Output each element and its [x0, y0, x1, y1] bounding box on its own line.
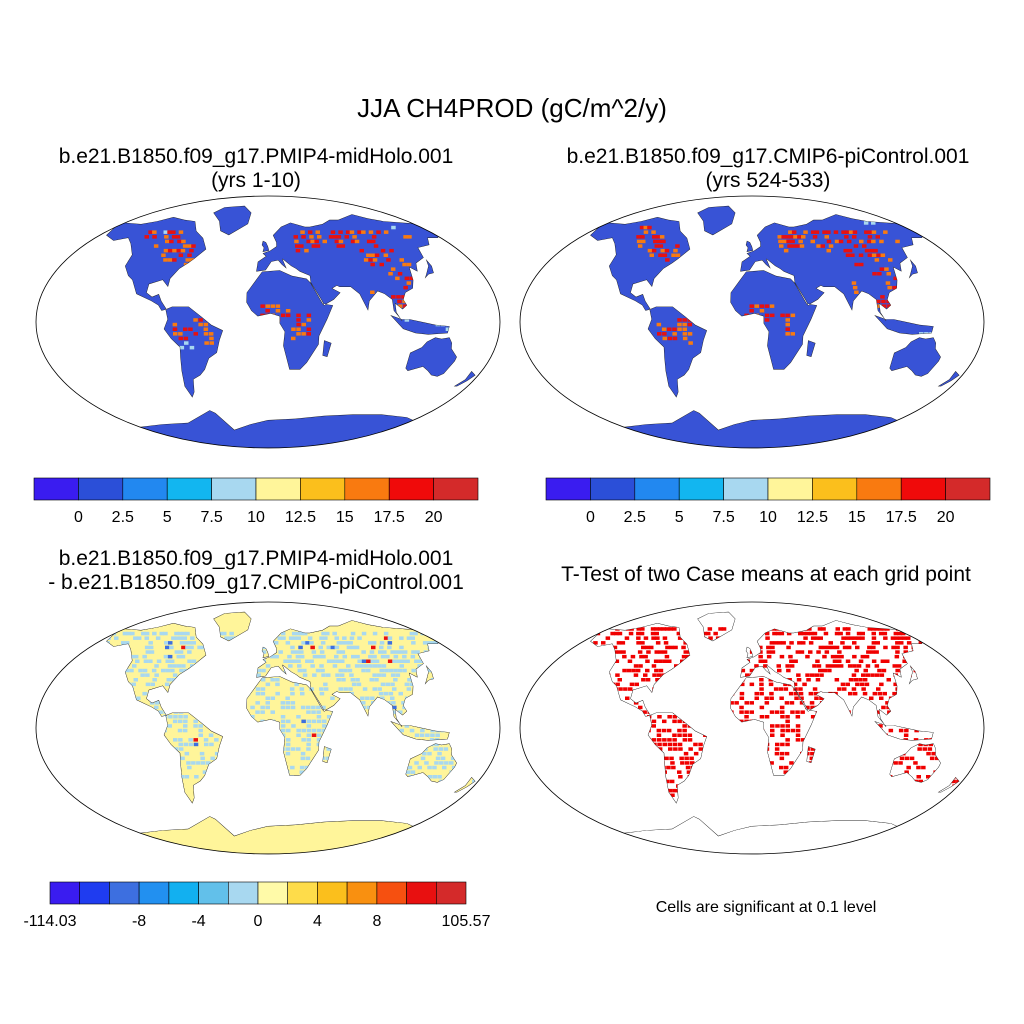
colorbar-swatch [435, 881, 467, 905]
colorbar-swatch [257, 881, 289, 905]
colorbar-swatch [590, 477, 636, 501]
colorbar-tick-label: 15 [336, 509, 354, 526]
colorbar-swatch [122, 477, 168, 501]
ocean [36, 602, 500, 854]
colorbar-tick-label: 0 [254, 913, 263, 930]
colorbar-tick-label: 7.5 [712, 509, 734, 526]
colorbar-tick-label: 0 [586, 509, 595, 526]
colorbar-swatch [79, 881, 110, 905]
panel-title-line1: b.e21.B1850.f09_g17.CMIP6-piControl.001 [566, 145, 970, 168]
colorbar-tick-label: -4 [191, 913, 205, 930]
colorbar-swatch [168, 881, 199, 905]
colorbar-tick-label: -114.03 [23, 913, 76, 930]
colorbar-tick-label: 105.57 [442, 913, 491, 930]
map-panel-midholo [35, 195, 501, 449]
colorbar-swatch [433, 477, 479, 501]
panel-title-line2: (yrs 524-533) [705, 169, 831, 192]
colorbar-swatch [78, 477, 124, 501]
map-border [35, 195, 501, 449]
colorbar-midholo: 0 2.5 5 7.5 10 12.5 15 17.5 20 [33, 477, 479, 526]
colorbar-tick-label: 8 [372, 913, 381, 930]
colorbar-swatch [945, 477, 991, 501]
colorbar-swatch [228, 881, 259, 905]
colorbar-tick-label: 15 [848, 509, 866, 526]
colorbar-tick-label: 20 [425, 509, 443, 526]
colorbar-picontrol: 0 2.5 5 7.5 10 12.5 15 17.5 20 [545, 477, 991, 526]
ocean [520, 602, 984, 854]
colorbar-swatch [767, 477, 813, 501]
colorbar-swatch [678, 477, 724, 501]
colorbar-swatch [812, 477, 858, 501]
colorbar-tick-label: 7.5 [200, 509, 222, 526]
colorbar-tick-label: 5 [163, 509, 172, 526]
colorbar-tick-label: 5 [675, 509, 684, 526]
colorbar-swatch [138, 881, 170, 905]
colorbar-tick-label: 10 [247, 509, 265, 526]
colorbar-swatch [166, 477, 212, 501]
colorbar-swatch [346, 881, 378, 905]
panel-title-difference: b.e21.B1850.f09_g17.PMIP4-midHolo.001 - … [12, 547, 500, 595]
ocean [36, 196, 500, 448]
colorbar-swatch [317, 881, 348, 905]
colorbar-swatch [255, 477, 301, 501]
significance-note: Cells are significant at 0.1 level [655, 899, 877, 916]
panel-title-picontrol: b.e21.B1850.f09_g17.CMIP6-piControl.001 … [524, 145, 1012, 193]
colorbar-swatch [344, 477, 390, 501]
panel-title-line2: - b.e21.B1850.f09_g17.CMIP6-piControl.00… [48, 571, 464, 594]
map-border [519, 601, 985, 855]
map-border [35, 601, 501, 855]
colorbar-tick-label: 4 [313, 913, 322, 930]
colorbar-tick-label: 2.5 [112, 509, 134, 526]
colorbar-swatch [287, 881, 318, 905]
map-panel-picontrol [519, 195, 985, 449]
colorbar-tick-label: 0 [74, 509, 83, 526]
colorbar-swatch [198, 881, 229, 905]
figure-title: JJA CH4PROD (gC/m^2/y) [357, 93, 667, 123]
panel-title-line1: T-Test of two Case means at each grid po… [561, 563, 971, 586]
colorbar-swatch [406, 881, 437, 905]
panel-title-line2: (yrs 1-10) [211, 169, 301, 192]
colorbar-tick-label: 10 [759, 509, 777, 526]
colorbar-swatch [300, 477, 346, 501]
colorbar-swatch [109, 881, 140, 905]
colorbar-tick-label: 12.5 [285, 509, 316, 526]
colorbar-tick-label: 2.5 [624, 509, 646, 526]
panel-title-midholo: b.e21.B1850.f09_g17.PMIP4-midHolo.001 (y… [12, 145, 500, 193]
colorbar-swatch [545, 477, 591, 501]
colorbar-tick-label: -8 [132, 913, 146, 930]
panel-title-ttest: T-Test of two Case means at each grid po… [516, 563, 1016, 587]
colorbar-swatch [900, 477, 946, 501]
panel-title-line1: b.e21.B1850.f09_g17.PMIP4-midHolo.001 [58, 547, 454, 570]
colorbar-swatch [49, 881, 81, 905]
colorbar-difference: -114.03 -8 -4 0 4 8 105.57 [23, 881, 491, 930]
colorbar-swatch [388, 477, 434, 501]
map-panel-difference [35, 601, 501, 855]
panel-title-line1: b.e21.B1850.f09_g17.PMIP4-midHolo.001 [58, 145, 454, 168]
colorbar-swatch [211, 477, 257, 501]
map-panel-ttest [519, 601, 985, 855]
colorbar-swatch [723, 477, 769, 501]
colorbar-swatch [33, 477, 79, 501]
colorbar-swatch [634, 477, 680, 501]
colorbar-tick-label: 12.5 [797, 509, 828, 526]
colorbar-swatch [856, 477, 902, 501]
colorbar-tick-label: 20 [937, 509, 955, 526]
ocean [520, 196, 984, 448]
colorbar-swatch [376, 881, 407, 905]
map-border [519, 195, 985, 449]
colorbar-tick-label: 17.5 [886, 509, 917, 526]
colorbar-tick-label: 17.5 [374, 509, 405, 526]
